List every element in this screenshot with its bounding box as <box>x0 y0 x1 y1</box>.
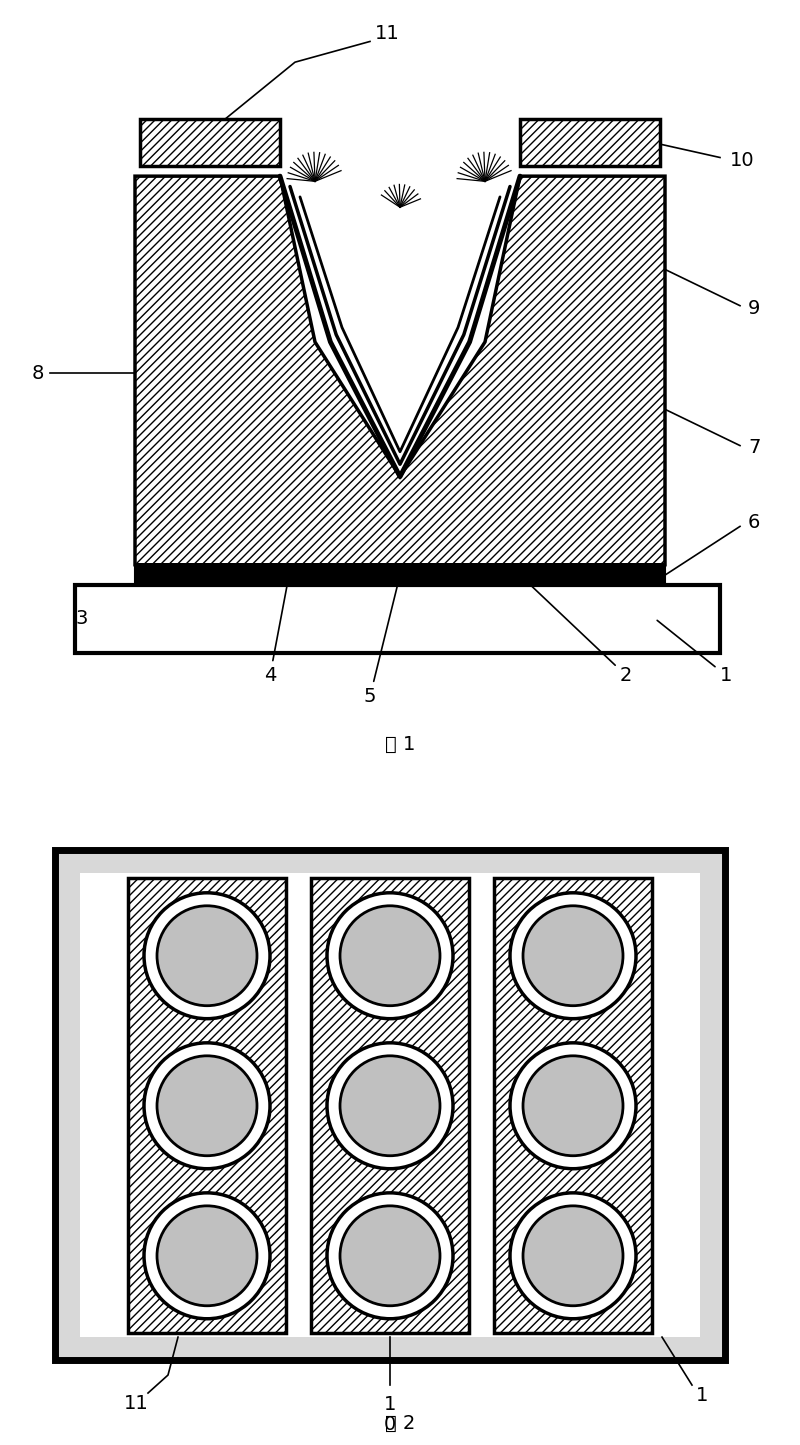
Bar <box>128 879 286 1334</box>
Circle shape <box>144 1043 270 1169</box>
Polygon shape <box>290 186 510 464</box>
Text: 7: 7 <box>748 438 760 457</box>
Bar <box>494 879 652 1334</box>
Polygon shape <box>280 176 520 477</box>
Text: 8: 8 <box>32 364 44 383</box>
Circle shape <box>327 1194 453 1319</box>
Text: 图 2: 图 2 <box>385 1413 415 1432</box>
Text: 10: 10 <box>730 152 754 171</box>
Text: 6: 6 <box>748 513 760 532</box>
Circle shape <box>340 906 440 1006</box>
Circle shape <box>523 1056 623 1156</box>
Bar <box>135 565 665 585</box>
Circle shape <box>327 1043 453 1169</box>
Circle shape <box>157 1056 257 1156</box>
Text: 11: 11 <box>375 23 400 43</box>
Text: 1: 1 <box>657 620 732 685</box>
Text: 9: 9 <box>748 299 760 318</box>
Bar <box>80 873 700 1337</box>
Text: 1: 1 <box>696 1386 708 1405</box>
Bar <box>311 879 469 1334</box>
Circle shape <box>510 1043 636 1169</box>
Text: 4: 4 <box>264 572 290 685</box>
Text: 图 1: 图 1 <box>385 734 415 753</box>
Circle shape <box>340 1205 440 1306</box>
Text: 3: 3 <box>76 610 88 629</box>
Text: 0: 0 <box>384 1415 396 1433</box>
Text: 11: 11 <box>124 1393 148 1413</box>
Circle shape <box>523 906 623 1006</box>
Text: 1: 1 <box>384 1394 396 1415</box>
Circle shape <box>144 1194 270 1319</box>
Text: 5: 5 <box>364 578 399 705</box>
Circle shape <box>157 906 257 1006</box>
Circle shape <box>523 1205 623 1306</box>
Circle shape <box>510 1194 636 1319</box>
Circle shape <box>327 893 453 1019</box>
Bar <box>520 118 660 166</box>
Circle shape <box>157 1205 257 1306</box>
Bar <box>75 585 720 653</box>
Circle shape <box>340 1056 440 1156</box>
Bar <box>140 118 280 166</box>
Text: 2: 2 <box>522 577 632 685</box>
Polygon shape <box>135 176 665 565</box>
Circle shape <box>510 893 636 1019</box>
Circle shape <box>144 893 270 1019</box>
Bar <box>55 851 725 1360</box>
